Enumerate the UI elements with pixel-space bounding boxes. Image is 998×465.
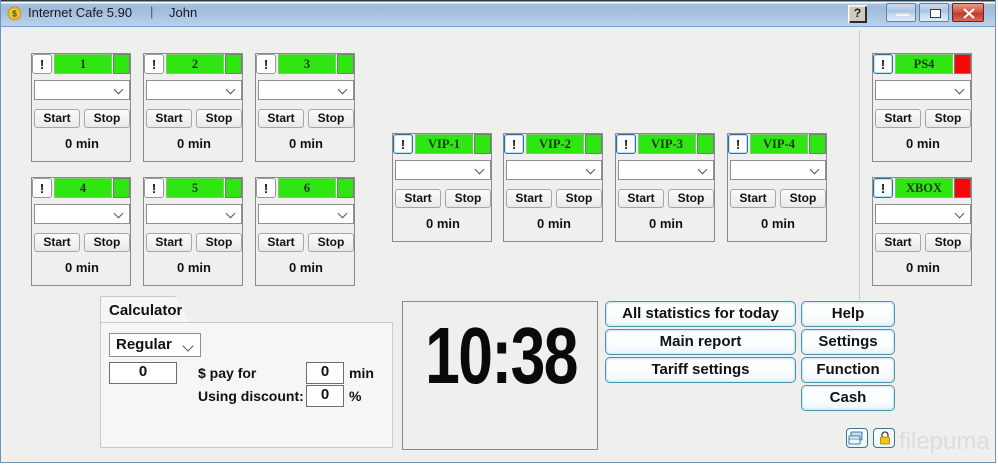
svg-text:$: $ — [12, 8, 17, 18]
